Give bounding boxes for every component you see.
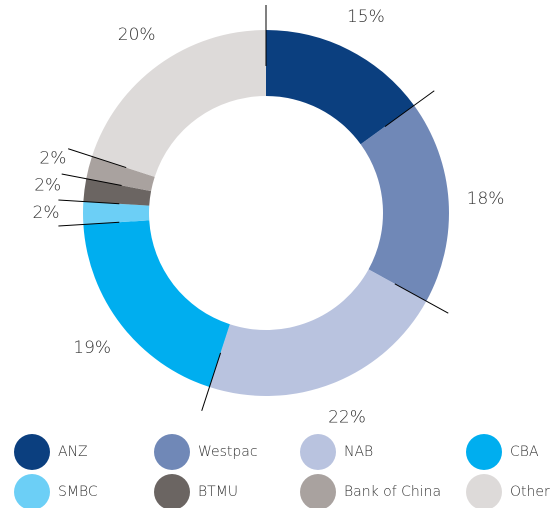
legend-label: CBA <box>510 444 539 460</box>
slice <box>83 178 152 206</box>
legend-label: ANZ <box>58 444 88 460</box>
slice <box>86 156 155 192</box>
leader-line <box>58 221 120 227</box>
leader-line <box>58 199 120 205</box>
value-label: 22% <box>328 408 366 428</box>
value-label: 19% <box>73 338 111 358</box>
legend-swatch <box>154 474 190 508</box>
leader-line <box>201 352 222 411</box>
legend-swatch <box>300 434 336 470</box>
value-label: 18% <box>467 189 505 209</box>
legend-label: SMBC <box>58 484 98 500</box>
leader-line <box>61 173 122 186</box>
value-label: 2% <box>39 148 66 168</box>
slice <box>83 220 230 388</box>
legend-label: NAB <box>344 444 373 460</box>
legend-swatch <box>466 474 502 508</box>
value-label: 2% <box>33 203 60 223</box>
slice <box>266 30 415 145</box>
legend-label: Bank of China <box>344 484 441 500</box>
leader-line <box>394 283 449 314</box>
slice <box>360 105 449 302</box>
value-label: 20% <box>118 25 156 45</box>
slice <box>209 269 427 396</box>
value-label: 15% <box>347 7 385 27</box>
legend-label: Other <box>510 484 550 500</box>
value-label: 2% <box>34 175 61 195</box>
slice <box>83 201 150 225</box>
leader-line <box>68 148 127 169</box>
leader-line <box>384 90 435 128</box>
legend-swatch <box>300 474 336 508</box>
legend-label: Westpac <box>198 444 258 460</box>
legend-swatch <box>14 434 50 470</box>
legend-swatch <box>466 434 502 470</box>
legend-label: BTMU <box>198 484 238 500</box>
slice <box>91 30 266 177</box>
legend-swatch <box>154 434 190 470</box>
legend-swatch <box>14 474 50 508</box>
